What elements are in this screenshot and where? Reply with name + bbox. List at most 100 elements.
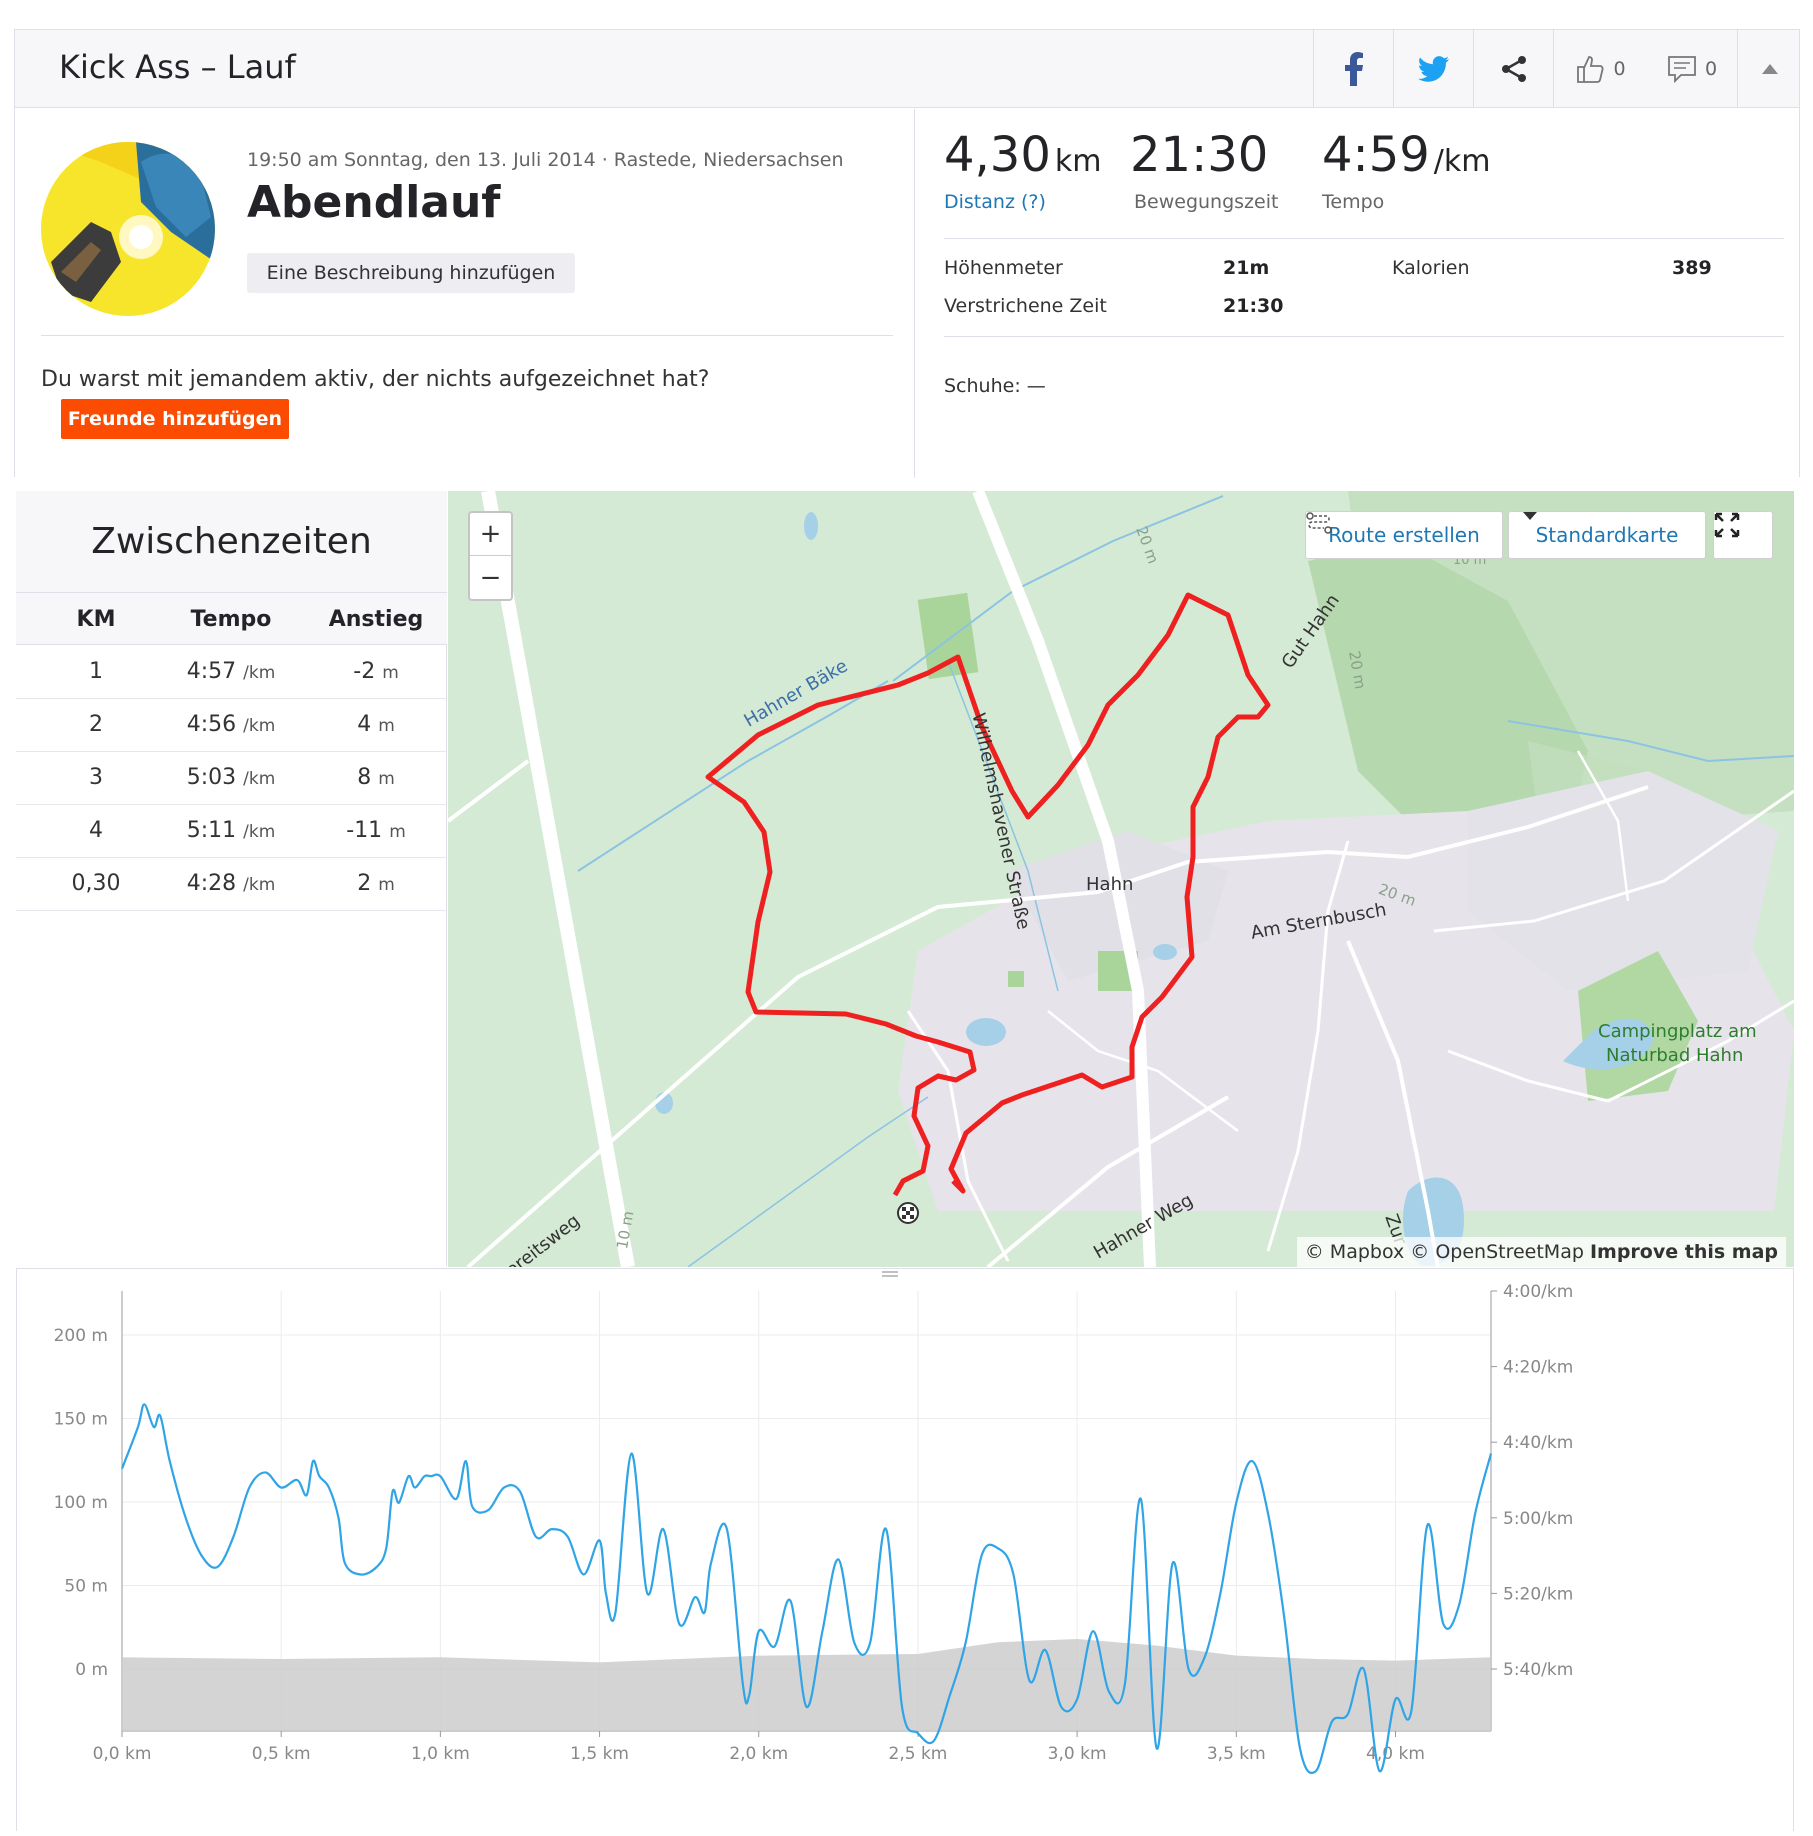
x-tick-label: 4,0 km: [1366, 1744, 1425, 1764]
divider: [944, 336, 1784, 337]
activity-stats: 4,30 km Distanz (?) 21:30 Bewegungszeit 4…: [916, 109, 1801, 478]
pace-value: 4:59: [1322, 127, 1430, 183]
distance-stat: 4,30 km Distanz (?): [944, 131, 1101, 213]
split-elevation: 8 m: [316, 765, 436, 790]
split-pace-value: 4:57: [186, 659, 237, 684]
elevation-tick-label: 200 m: [54, 1326, 108, 1346]
pace-tick-label: 5:00/km: [1503, 1509, 1573, 1529]
map-type-dropdown[interactable]: Standardkarte: [1508, 511, 1706, 559]
map-label-camping: Campingplatz am: [1598, 1021, 1757, 1042]
col-km-header: KM: [76, 607, 116, 632]
split-elevation-value: 4: [357, 712, 372, 737]
share-icon: [1501, 56, 1526, 82]
thumbs-up-icon: [1577, 56, 1604, 83]
improve-map-link[interactable]: Improve this map: [1589, 1241, 1778, 1263]
elevation-pace-chart: 0,0 km 0,5 km 1,0 km 1,5 km 2,0 km 2,5 km 3,0 …: [16, 1268, 1794, 1831]
split-pace-unit: /km: [243, 716, 276, 736]
chevron-up-icon: [1761, 64, 1778, 74]
friends-prompt: Du warst mit jemandem aktiv, der nichts …: [41, 367, 710, 392]
route-icon: [1306, 512, 1332, 534]
x-tick-label: 3,0 km: [1048, 1744, 1107, 1764]
table-row: 3 5:03 /km 8 m: [16, 752, 447, 805]
fullscreen-button[interactable]: [1713, 511, 1773, 559]
split-elevation-unit: m: [382, 663, 399, 683]
activity-card: Kick Ass – Lauf 0: [14, 29, 1801, 478]
elevation-area: [122, 1638, 1491, 1731]
moving-time-label: Bewegungszeit: [1134, 191, 1279, 213]
zoom-out-button[interactable]: −: [479, 562, 502, 593]
route-map[interactable]: Hahner Bäke Wilhelmshavener Straße Hahn …: [448, 491, 1794, 1267]
split-elevation: -11 m: [316, 818, 436, 843]
card-header: Kick Ass – Lauf 0: [15, 30, 1799, 108]
x-tick-label: 0,0 km: [93, 1744, 152, 1764]
route-line: [705, 592, 1271, 1197]
x-tick-label: 1,0 km: [411, 1744, 470, 1764]
zoom-in-button[interactable]: +: [470, 513, 511, 556]
distance-unit: km: [1054, 144, 1102, 179]
add-friends-button[interactable]: Freunde hinzufügen: [61, 399, 289, 439]
twitter-icon: [1417, 56, 1449, 82]
split-pace-unit: /km: [243, 875, 276, 895]
map-canvas[interactable]: [448, 491, 1794, 1267]
attribution-text[interactable]: © Mapbox © OpenStreetMap: [1304, 1241, 1584, 1263]
split-pace: 4:57 /km: [166, 659, 296, 684]
map-label-camping-2: Naturbad Hahn: [1606, 1045, 1744, 1066]
kudos-button[interactable]: 0: [1553, 30, 1647, 108]
table-row: 0,30 4:28 /km 2 m: [16, 858, 447, 911]
fullscreen-icon: [1714, 512, 1740, 538]
col-elevation-header: Anstieg: [328, 607, 424, 632]
chart-canvas[interactable]: 0,0 km 0,5 km 1,0 km 1,5 km 2,0 km 2,5 km 3,0 …: [17, 1269, 1795, 1832]
table-row: 1 4:57 /km -2 m: [16, 646, 447, 699]
pace-unit: /km: [1433, 144, 1491, 179]
facebook-icon: [1344, 52, 1363, 86]
split-pace-unit: /km: [243, 769, 276, 789]
moving-time-stat: 21:30 Bewegungszeit: [1130, 131, 1278, 213]
split-elevation-unit: m: [378, 769, 395, 789]
elevation-label: Höhenmeter: [944, 257, 1063, 279]
activity-name: Abendlauf: [247, 177, 501, 228]
facebook-share-button[interactable]: [1313, 30, 1393, 108]
split-km: 4: [89, 818, 103, 843]
add-description-button[interactable]: Eine Beschreibung hinzufügen: [247, 253, 575, 293]
split-pace-value: 4:56: [186, 712, 237, 737]
split-pace: 4:28 /km: [166, 871, 296, 896]
zoom-control: + −: [468, 511, 513, 601]
create-route-button[interactable]: Route erstellen: [1305, 511, 1503, 559]
comments-count: 0: [1704, 58, 1718, 80]
split-km: 1: [89, 659, 103, 684]
x-tick-label: 2,0 km: [729, 1744, 788, 1764]
athlete-title[interactable]: Kick Ass – Lauf: [59, 48, 296, 86]
pace-tick-label: 4:20/km: [1503, 1358, 1573, 1378]
elevation-tick-label: 50 m: [64, 1577, 108, 1597]
map-type-label: Standardkarte: [1535, 523, 1679, 547]
elevation-tick-label: 100 m: [54, 1493, 108, 1513]
split-elevation-value: -11: [346, 818, 383, 843]
elevation-value: 21m: [1223, 257, 1270, 279]
split-km: 0,30: [71, 871, 121, 896]
map-attribution: © Mapbox © OpenStreetMap Improve this ma…: [1296, 1237, 1786, 1267]
x-tick-label: 1,5 km: [570, 1744, 629, 1764]
split-pace-unit: /km: [243, 663, 276, 683]
table-row: 4 5:11 /km -11 m: [16, 805, 447, 858]
comments-button[interactable]: 0: [1647, 30, 1737, 108]
pace-line: [120, 1403, 1493, 1775]
split-pace: 4:56 /km: [166, 712, 296, 737]
avatar-image: [41, 142, 215, 316]
splits-header-row: KM Tempo Anstieg: [16, 593, 447, 645]
divider: [944, 238, 1784, 239]
split-pace-value: 5:11: [186, 818, 237, 843]
split-elevation-unit: m: [389, 822, 406, 842]
elevation-tick-label: 150 m: [54, 1410, 108, 1430]
avatar[interactable]: [41, 142, 215, 316]
twitter-share-button[interactable]: [1393, 30, 1473, 108]
distance-label[interactable]: Distanz (?): [944, 191, 1046, 213]
col-pace-header: Tempo: [190, 607, 272, 632]
pace-tick-label: 5:20/km: [1503, 1584, 1573, 1604]
share-button[interactable]: [1473, 30, 1553, 108]
resize-handle-icon[interactable]: [880, 1269, 900, 1279]
split-elevation-value: -2: [353, 659, 376, 684]
collapse-button[interactable]: [1737, 30, 1801, 108]
split-pace-value: 5:03: [186, 765, 237, 790]
divider: [41, 335, 893, 336]
split-elevation-value: 8: [357, 765, 372, 790]
